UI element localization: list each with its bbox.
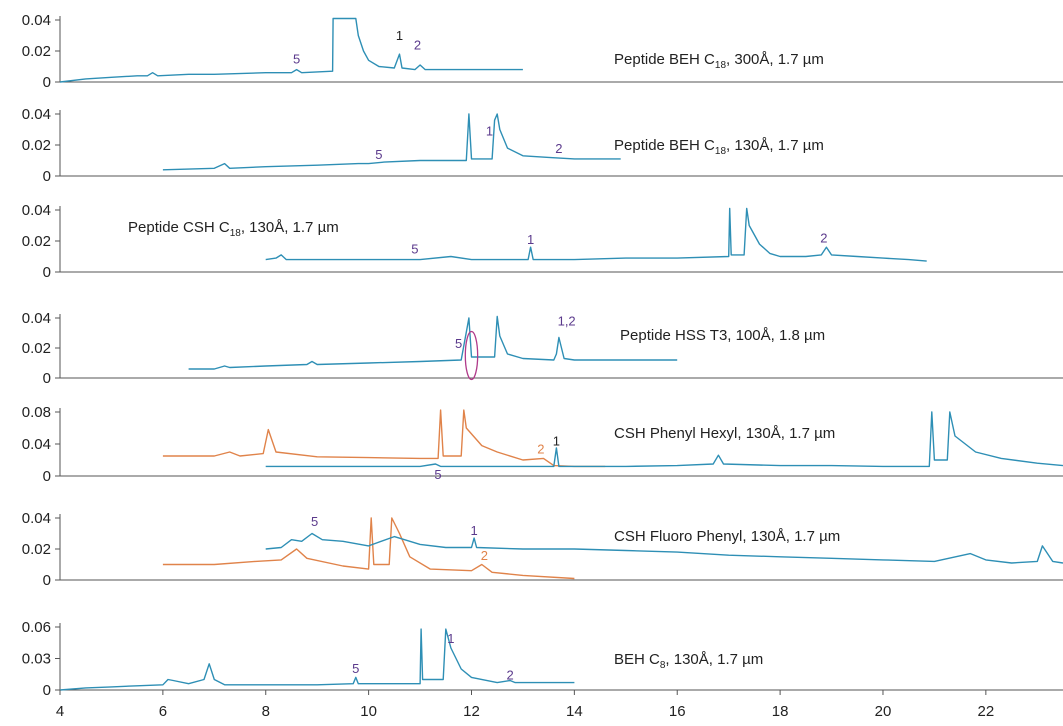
y-tick-label: 0.06 [22, 619, 51, 636]
peak-label: 1,2 [558, 314, 576, 329]
panel-1: 0 0.02 0.04 5 12 Peptide BEH C18, 300Å, 1.7 µ… [22, 12, 1063, 91]
series-line [162, 409, 606, 468]
y-tick-label: 0.04 [22, 436, 51, 453]
panel-label-part: CSH Fluoro Phenyl, 130Å, 1.7 µm [614, 528, 840, 545]
peak-label: 2 [506, 668, 513, 683]
panel-label: Peptide HSS T3, 100Å, 1.8 µm [620, 327, 825, 344]
panel-label-part: Peptide BEH C [614, 51, 715, 68]
peak-label: 5 [375, 147, 382, 162]
series-line [188, 315, 678, 370]
panel-4: 0 0.02 0.04 5 1,2 Peptide HSS T3, 100Å, 1.8 µ… [22, 310, 1063, 387]
x-tick-label: 10 [360, 703, 377, 720]
x-tick-label: 14 [566, 703, 583, 720]
y-tick-label: 0.02 [22, 340, 51, 357]
highlight-circle [464, 330, 479, 381]
panel-label: Peptide CSH C18, 130Å, 1.7 µm [128, 219, 339, 239]
panel-label-part: , 300Å, 1.7 µm [726, 51, 824, 68]
y-tick-label: 0 [43, 264, 51, 281]
y-tick-label: 0.04 [22, 510, 51, 527]
panel-label-part: BEH C [614, 651, 660, 668]
peak-label: 1 [486, 124, 493, 139]
peak-label: 1 [527, 232, 534, 247]
peak-label: 1 [470, 523, 477, 538]
peak-label: 1 [447, 631, 454, 646]
series-line [162, 113, 621, 171]
panel-label-part: Peptide HSS T3, 100Å, 1.8 µm [620, 327, 825, 344]
panel-label: BEH C8, 130Å, 1.7 µm [614, 651, 763, 671]
peak-label: 2 [820, 231, 827, 246]
y-tick-label: 0.04 [22, 202, 51, 219]
x-tick-label: 4 [56, 703, 64, 720]
y-tick-label: 0.04 [22, 12, 51, 29]
series-line [59, 17, 523, 83]
peak-label: 1 [396, 28, 403, 43]
x-axis: 4 6 8 10 12 14 16 18 20 22 [56, 690, 994, 720]
peak-label: 5 [293, 51, 300, 66]
peak-label: 5 [434, 467, 441, 482]
panel-label-part: , 130Å, 1.7 µm [241, 219, 339, 236]
y-tick-label: 0.08 [22, 404, 51, 421]
y-tick-label: 0.04 [22, 310, 51, 327]
y-tick-label: 0.04 [22, 106, 51, 123]
x-tick-label: 6 [159, 703, 167, 720]
panel-label: Peptide BEH C18, 300Å, 1.7 µm [614, 51, 824, 71]
panel-label-part: Peptide CSH C [128, 219, 230, 236]
x-tick-label: 22 [978, 703, 995, 720]
y-tick-label: 0.03 [22, 651, 51, 668]
x-tick-label: 12 [463, 703, 480, 720]
y-tick-label: 0.02 [22, 233, 51, 250]
panel-5: 0 0.04 0.08 5 21 CSH Phenyl Hexyl, 130Å, 1.7 … [22, 404, 1063, 485]
y-tick-label: 0 [43, 74, 51, 91]
x-tick-label: 8 [262, 703, 270, 720]
panel-label: Peptide BEH C18, 130Å, 1.7 µm [614, 137, 824, 157]
y-tick-label: 0.02 [22, 43, 51, 60]
peak-label: 2 [481, 548, 488, 563]
series-line [265, 411, 1063, 468]
panel-label-subscript: 18 [715, 60, 727, 71]
y-tick-label: 0 [43, 168, 51, 185]
panel-label-part: , 130Å, 1.7 µm [726, 137, 824, 154]
panel-6: 0 0.02 0.04 5 12 CSH Fluoro Phenyl, 130Å, 1.7… [22, 510, 1063, 589]
series-line [59, 628, 575, 691]
y-tick-label: 0 [43, 682, 51, 699]
x-tick-label: 16 [669, 703, 686, 720]
peak-label: 1 [553, 434, 560, 449]
peak-label: 5 [311, 514, 318, 529]
y-tick-label: 0 [43, 370, 51, 387]
panel-3: 0 0.02 0.04 5 1 2 Peptide CSH C18, 130Å, 1.7 µ… [22, 202, 1063, 281]
peak-label: 2 [555, 141, 562, 156]
panel-label: CSH Fluoro Phenyl, 130Å, 1.7 µm [614, 528, 840, 545]
panel-label-subscript: 18 [230, 228, 242, 239]
peak-label: 2 [414, 37, 421, 52]
peak-label: 5 [455, 336, 462, 351]
panel-label-part: CSH Phenyl Hexyl, 130Å, 1.7 µm [614, 425, 835, 442]
series-line [162, 517, 575, 580]
y-tick-label: 0.02 [22, 541, 51, 558]
panel-label-part: , 130Å, 1.7 µm [665, 651, 763, 668]
panel-7: 0 0.03 0.06 5 1 2 BEH C8, 130Å, 1.7 µm [22, 619, 1063, 699]
y-tick-label: 0 [43, 572, 51, 589]
x-tick-label: 20 [875, 703, 892, 720]
panel-label: CSH Phenyl Hexyl, 130Å, 1.7 µm [614, 425, 835, 442]
panel-2: 0 0.02 0.04 5 1 2 Peptide BEH C18, 130Å, 1.7 µ… [22, 106, 1063, 185]
peak-label: 5 [411, 241, 418, 256]
peak-label: 2 [537, 442, 544, 457]
y-tick-label: 0 [43, 468, 51, 485]
peak-label: 5 [352, 661, 359, 676]
y-tick-label: 0.02 [22, 137, 51, 154]
panel-label-part: Peptide BEH C [614, 137, 715, 154]
series-line [265, 532, 1063, 564]
panel-label-subscript: 18 [715, 146, 727, 157]
panel-label-subscript: 8 [660, 660, 666, 671]
series-line [265, 207, 927, 262]
x-tick-label: 18 [772, 703, 789, 720]
